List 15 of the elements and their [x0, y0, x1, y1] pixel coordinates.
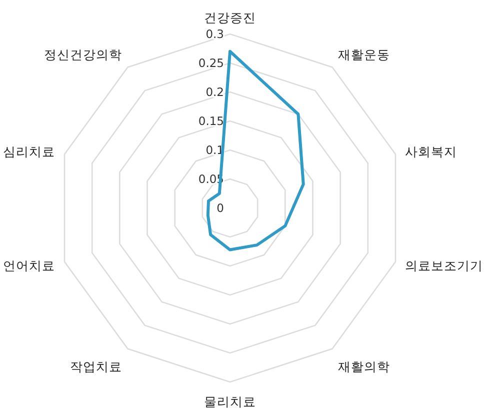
spoke-label: 심리치료: [3, 144, 56, 160]
spoke-label: 물리치료: [204, 394, 256, 409]
spoke-label: 사회복지: [404, 144, 457, 160]
y-tick-label: 0: [216, 201, 224, 215]
spoke-label: 재활운동: [338, 47, 390, 62]
spoke-label: 건강증진: [204, 10, 256, 25]
spoke-label: 재활의학: [338, 358, 390, 374]
spoke-label: 정신건강의학: [44, 47, 122, 62]
spoke-label: 의료보조기기: [404, 258, 483, 273]
y-tick-label: 0.2: [206, 85, 224, 99]
y-tick-label: 0.15: [198, 114, 224, 128]
y-tick-label: 0.3: [206, 27, 224, 41]
y-tick-label: 0.25: [198, 56, 224, 70]
spoke-label: 언어치료: [3, 258, 56, 273]
spoke-label: 작업치료: [70, 358, 122, 374]
